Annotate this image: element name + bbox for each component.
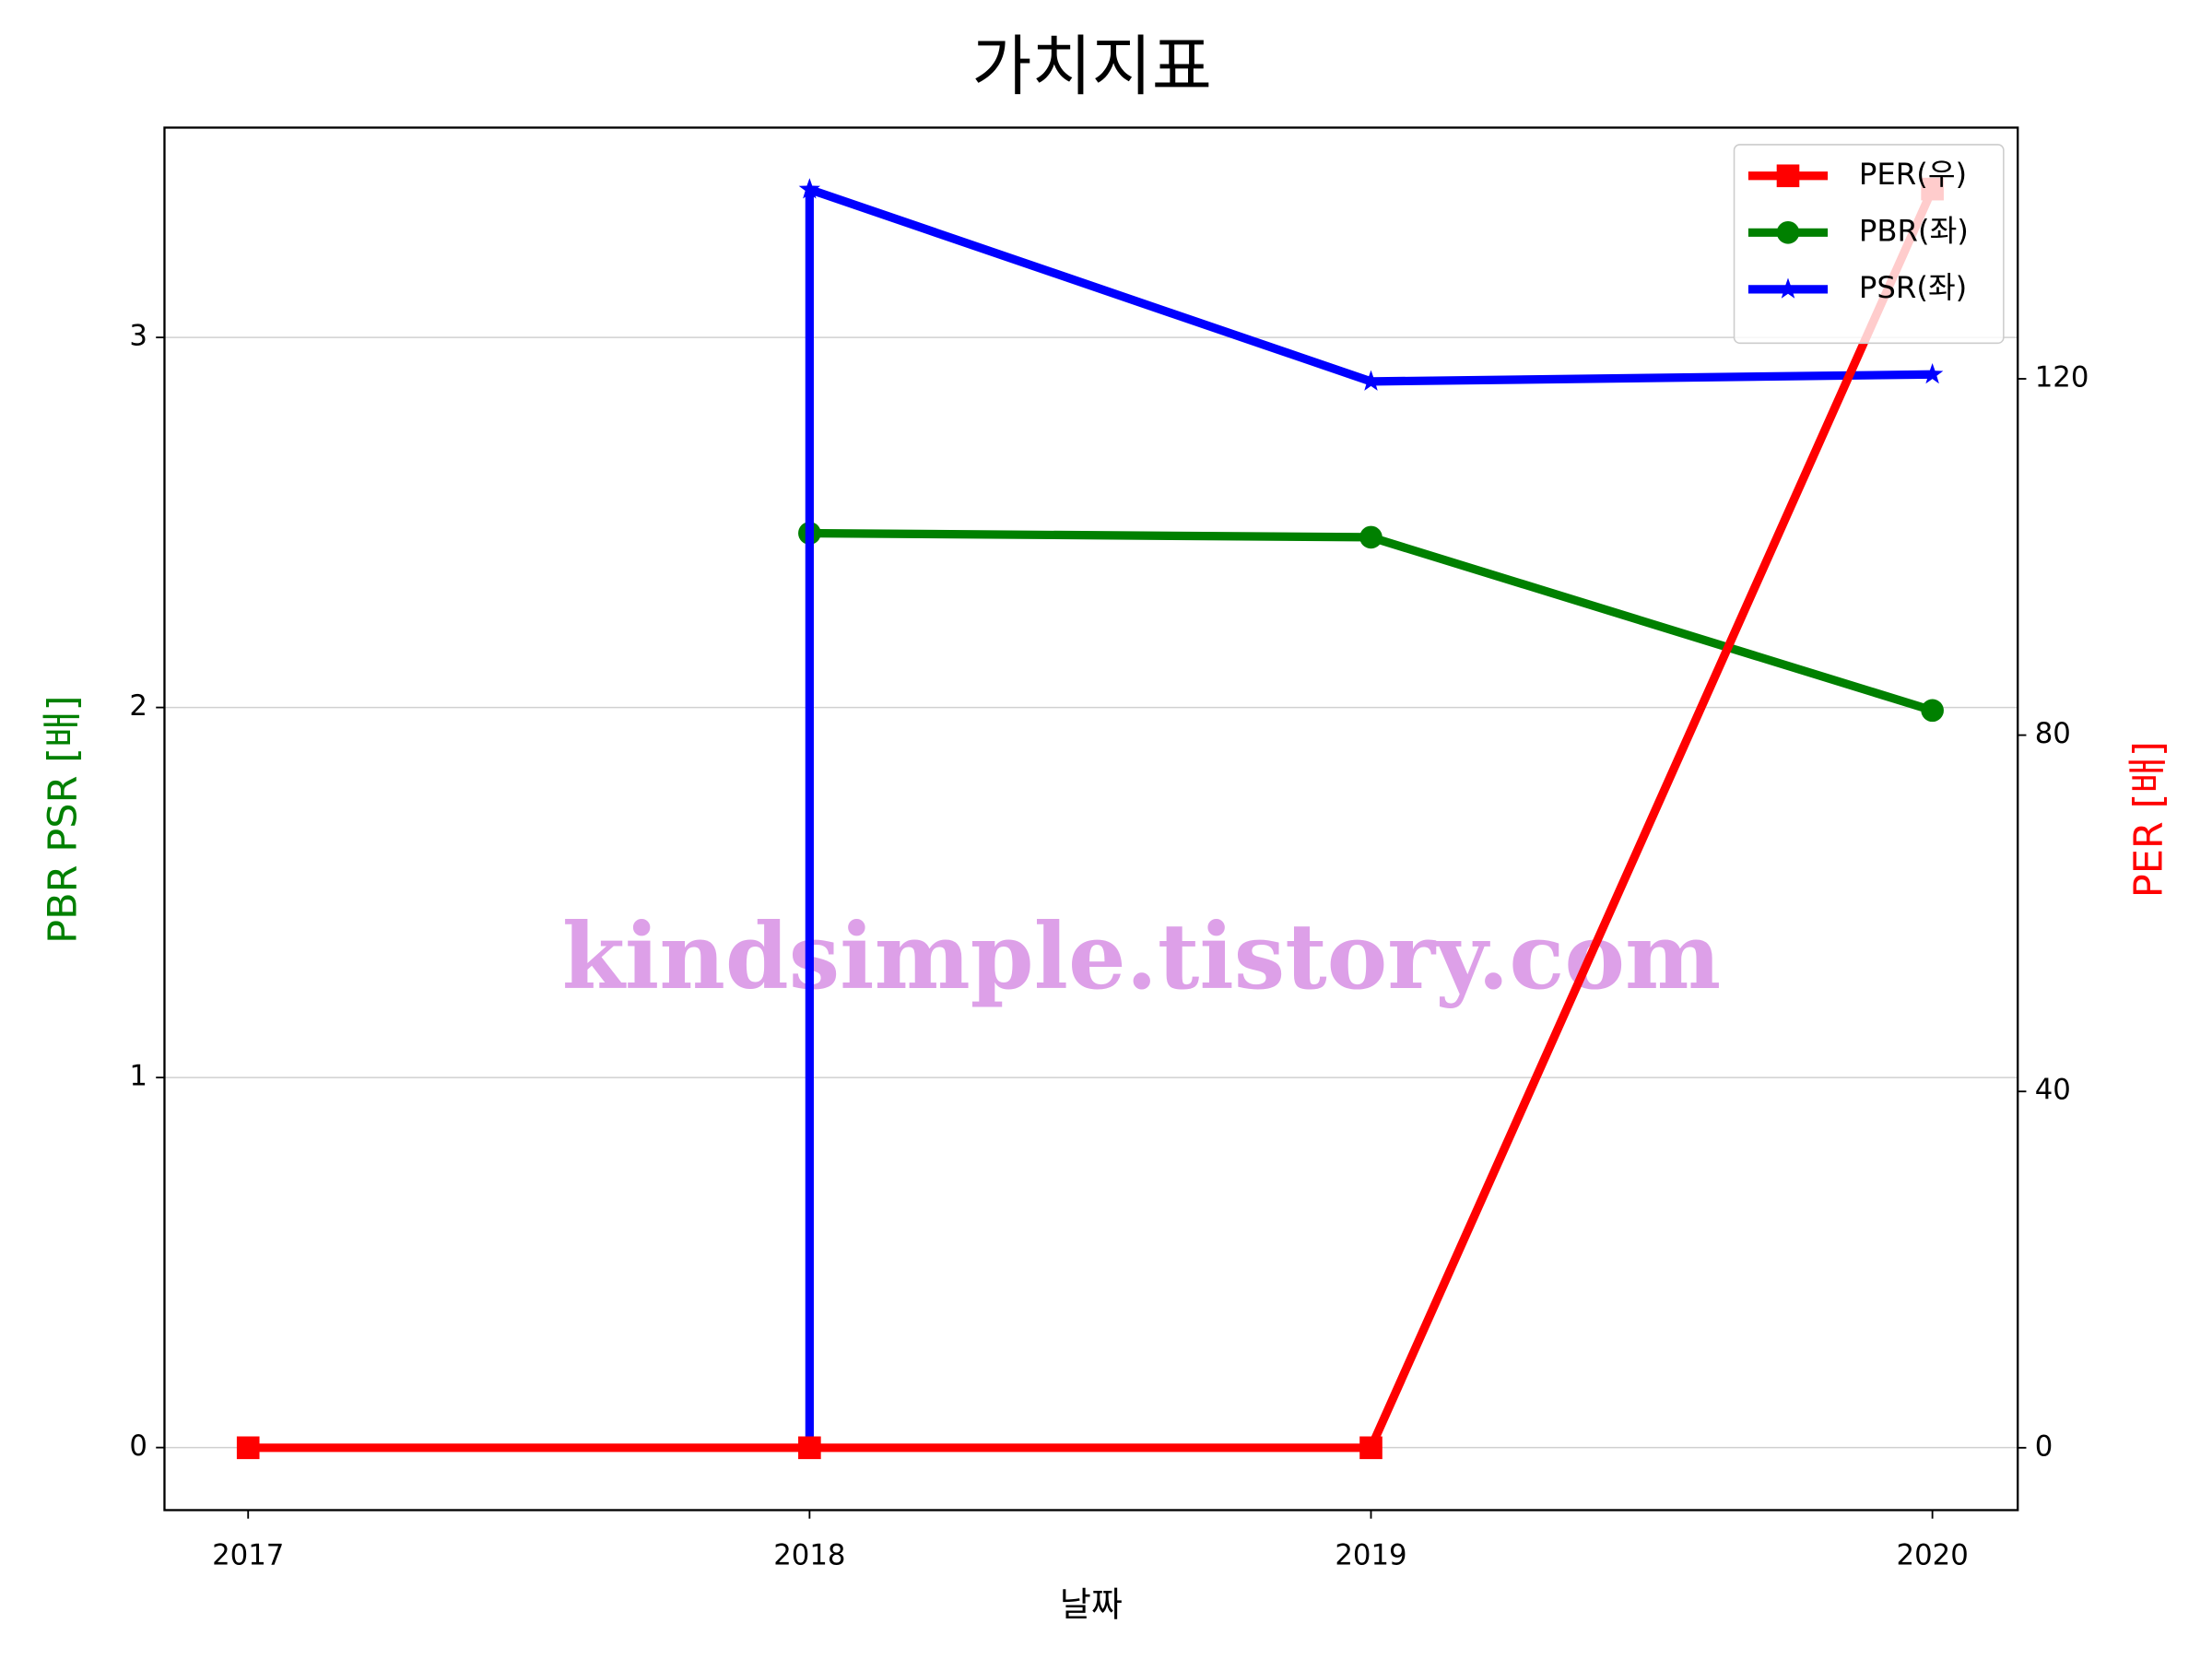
marker (1359, 1436, 1382, 1460)
x-tick-label: 2018 (773, 1539, 845, 1572)
series-line (805, 184, 1933, 1448)
y2-tick-label: 40 (2035, 1074, 2071, 1107)
watermark: kindsimple.tistory.com (562, 904, 1722, 1010)
x-axis-label: 날짜 (1060, 1585, 1123, 1625)
marker (1921, 699, 1944, 723)
legend-label: PSR(좌) (1859, 270, 1967, 305)
plot-frame (163, 126, 2019, 1512)
x-tick-label: 2017 (212, 1539, 284, 1572)
legend-marker (1777, 277, 1799, 299)
legend-label: PER(우) (1859, 157, 1967, 192)
y-tick-label: 1 (129, 1060, 147, 1093)
legend-marker (1776, 164, 1800, 188)
legend-marker (1776, 221, 1800, 244)
marker (798, 178, 821, 199)
marker (1359, 525, 1382, 549)
y2-tick-label: 80 (2035, 717, 2071, 750)
x-tick-label: 2020 (1897, 1539, 1969, 1572)
y-axis-label: PBR PSR [배] (40, 696, 86, 944)
y2-axis-label: PER [배] (2125, 741, 2171, 898)
y-tick-label: 0 (129, 1430, 147, 1463)
y-tick-label: 3 (129, 320, 147, 353)
marker (798, 1436, 821, 1460)
y-tick-label: 2 (129, 689, 147, 723)
y2-tick-label: 0 (2035, 1430, 2053, 1463)
x-tick-label: 2019 (1335, 1539, 1406, 1572)
chart-title: 가치지표 (971, 28, 1211, 104)
legend-label: PBR(좌) (1859, 213, 1969, 248)
y2-tick-label: 120 (2035, 361, 2089, 394)
marker (236, 1436, 260, 1460)
marker (1359, 370, 1382, 391)
marker (1921, 362, 1944, 384)
series-line (248, 187, 1936, 1453)
